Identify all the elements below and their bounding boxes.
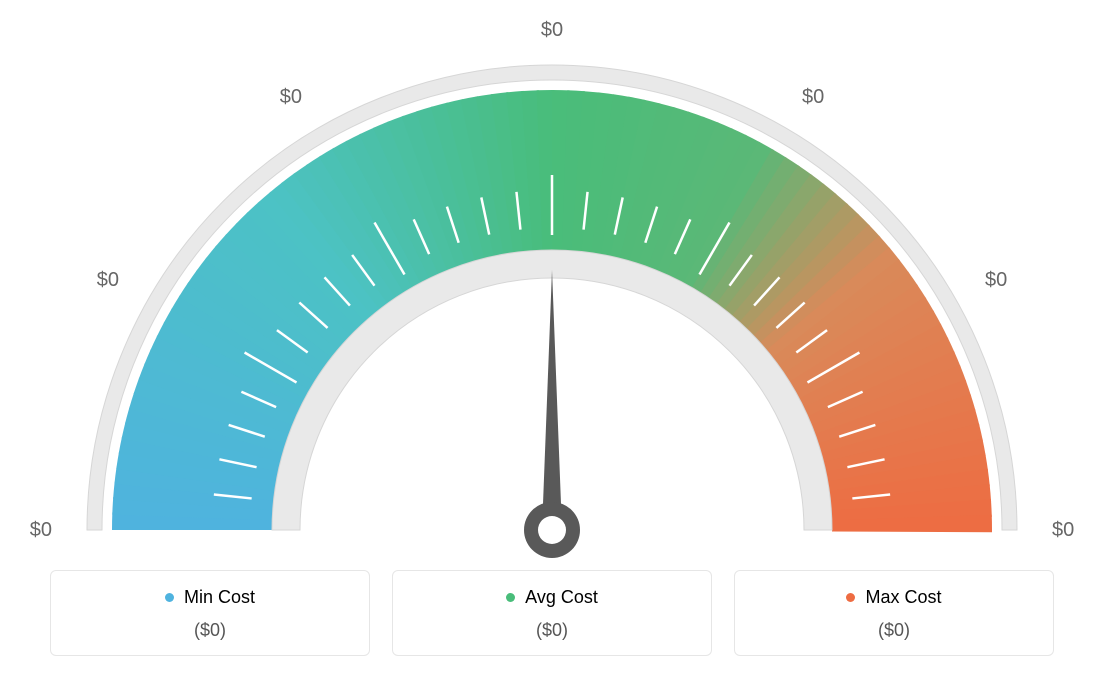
dot-avg (506, 593, 515, 602)
gauge-svg: $0 $0 $0 $0 $0 $0 $0 (0, 0, 1104, 560)
gauge-chart: $0 $0 $0 $0 $0 $0 $0 (0, 0, 1104, 560)
svg-text:$0: $0 (30, 519, 52, 541)
legend-label-max-text: Max Cost (865, 587, 941, 608)
svg-text:$0: $0 (802, 86, 824, 108)
legend-label-min: Min Cost (165, 587, 255, 608)
legend-value-avg: ($0) (393, 620, 711, 641)
legend-card-avg: Avg Cost ($0) (392, 570, 712, 656)
legend-value-max: ($0) (735, 620, 1053, 641)
svg-text:$0: $0 (280, 86, 302, 108)
legend-card-max: Max Cost ($0) (734, 570, 1054, 656)
legend-row: Min Cost ($0) Avg Cost ($0) Max Cost ($0… (0, 570, 1104, 656)
dot-max (846, 593, 855, 602)
dot-min (165, 593, 174, 602)
legend-card-min: Min Cost ($0) (50, 570, 370, 656)
legend-label-avg-text: Avg Cost (525, 587, 598, 608)
legend-label-max: Max Cost (846, 587, 941, 608)
legend-label-avg: Avg Cost (506, 587, 598, 608)
svg-text:$0: $0 (985, 269, 1007, 291)
svg-text:$0: $0 (97, 269, 119, 291)
legend-label-min-text: Min Cost (184, 587, 255, 608)
legend-value-min: ($0) (51, 620, 369, 641)
svg-text:$0: $0 (1052, 519, 1074, 541)
svg-text:$0: $0 (541, 19, 563, 41)
